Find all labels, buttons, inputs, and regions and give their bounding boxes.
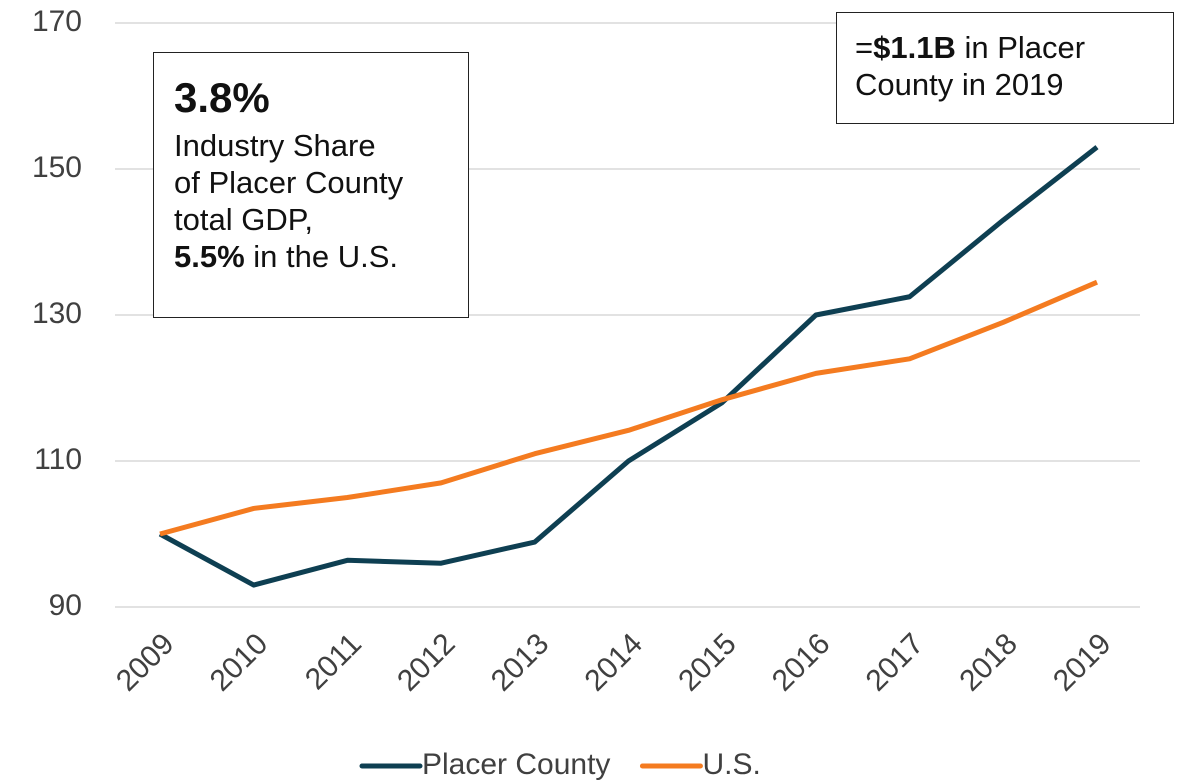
annotation-text: County in 2019 xyxy=(855,67,1064,102)
series-line xyxy=(158,145,1099,588)
annotation-text: = xyxy=(855,30,874,65)
annotation-line: 5.5% in the U.S. xyxy=(174,238,468,275)
series-line xyxy=(159,279,1098,537)
x-tick-label: 2011 xyxy=(299,627,368,696)
x-tick-label: 2009 xyxy=(110,627,181,698)
x-tick-label: 2014 xyxy=(579,627,650,698)
annotation-line: =$1.1B in Placer xyxy=(855,29,1173,66)
x-tick-label: 2015 xyxy=(672,627,743,698)
x-tick-label: 2017 xyxy=(860,627,931,698)
annotation-box: =$1.1B in Placer County in 2019 xyxy=(836,12,1174,124)
annotation-box: 3.8% Industry Share of Placer County total … xyxy=(153,52,469,318)
annotation-line: Industry Share xyxy=(174,127,468,164)
annotation-text: Industry Share xyxy=(174,128,376,163)
annotation-text: 5.5% xyxy=(174,239,245,274)
annotation-line: County in 2019 xyxy=(855,66,1173,103)
annotation-line: of Placer County xyxy=(174,164,468,201)
y-tick-label: 90 xyxy=(49,589,82,622)
annotation-line: 3.8% xyxy=(174,73,468,127)
y-tick-label: 170 xyxy=(32,5,82,38)
x-tick-label: 2016 xyxy=(766,627,837,698)
annotation-text: of Placer County xyxy=(174,165,404,200)
legend-label: Placer County xyxy=(422,748,610,781)
y-tick-label: 130 xyxy=(32,297,82,330)
annotation-text: in the U.S. xyxy=(244,239,399,274)
annotation-text: 3.8% xyxy=(174,74,270,121)
x-tick-label: 2013 xyxy=(485,627,556,698)
annotation-text: in Placer xyxy=(955,30,1086,65)
annotation-text: $1.1B xyxy=(873,30,956,65)
legend-label: U.S. xyxy=(702,748,760,781)
y-tick-label: 150 xyxy=(32,151,82,184)
x-tick-label: 2019 xyxy=(1047,627,1118,698)
x-tick-label: 2010 xyxy=(204,627,275,698)
annotation-line: total GDP, xyxy=(174,201,468,238)
annotation-text: total GDP, xyxy=(174,202,314,237)
y-tick-label: 110 xyxy=(34,443,82,476)
x-tick-label: 2018 xyxy=(953,627,1024,698)
x-tick-label: 2012 xyxy=(391,627,462,698)
